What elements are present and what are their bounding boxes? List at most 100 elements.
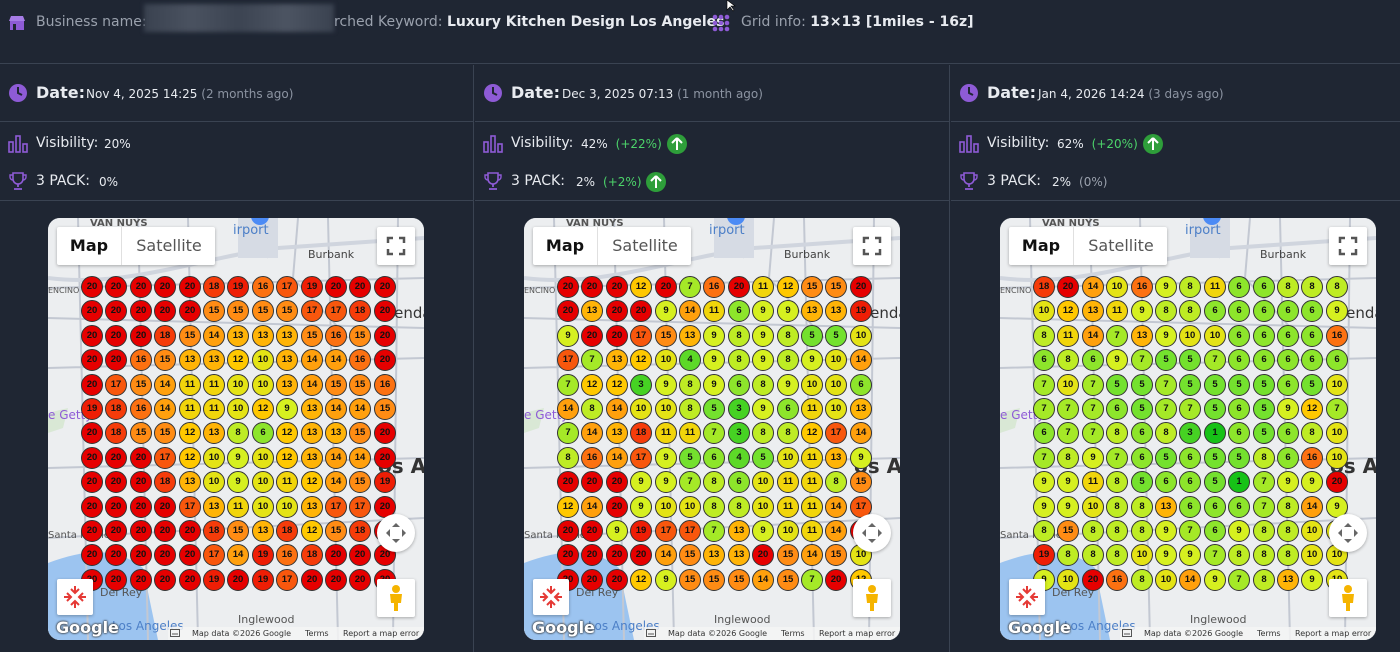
rank-marker[interactable]: 8 [1106,544,1128,566]
rank-marker[interactable]: 10 [1106,276,1128,298]
rank-marker[interactable]: 6 [1228,349,1250,371]
rank-marker[interactable]: 15 [777,544,799,566]
rank-marker[interactable]: 19 [81,398,103,420]
rank-marker[interactable]: 12 [581,374,603,396]
rank-marker[interactable]: 11 [1057,325,1079,347]
fullscreen-button[interactable] [377,227,415,265]
rank-marker[interactable]: 6 [1277,422,1299,444]
rank-marker[interactable]: 7 [1082,422,1104,444]
rank-marker[interactable]: 5 [1131,398,1153,420]
rank-marker[interactable]: 8 [703,471,725,493]
rank-marker[interactable]: 6 [1277,325,1299,347]
rank-marker[interactable]: 12 [301,471,323,493]
rank-marker[interactable]: 14 [1082,325,1104,347]
rank-marker[interactable]: 13 [703,544,725,566]
rank-marker[interactable]: 12 [276,447,298,469]
rank-marker[interactable]: 7 [1179,520,1201,542]
rank-marker[interactable]: 1 [1204,422,1226,444]
rank-marker[interactable]: 18 [154,325,176,347]
rank-marker[interactable]: 16 [374,374,396,396]
rank-marker[interactable]: 10 [752,496,774,518]
rank-marker[interactable]: 20 [105,544,127,566]
report-link[interactable]: Report a map error [1295,629,1372,638]
rank-marker[interactable]: 7 [1155,398,1177,420]
rank-marker[interactable]: 13 [179,349,201,371]
rank-marker[interactable]: 18 [349,520,371,542]
rank-marker[interactable]: 20 [105,471,127,493]
rank-marker[interactable]: 13 [301,422,323,444]
rank-marker[interactable]: 9 [630,496,652,518]
rank-marker[interactable]: 20 [81,374,103,396]
rank-marker[interactable]: 20 [557,300,579,322]
rank-marker[interactable]: 9 [1179,544,1201,566]
rank-marker[interactable]: 15 [655,325,677,347]
rank-marker[interactable]: 6 [252,422,274,444]
recenter-button[interactable] [57,579,93,615]
rank-marker[interactable]: 8 [1131,496,1153,518]
rank-marker[interactable]: 20 [81,349,103,371]
rank-marker[interactable]: 15 [154,422,176,444]
rank-marker[interactable]: 20 [130,276,152,298]
rank-marker[interactable]: 8 [1228,544,1250,566]
rank-marker[interactable]: 13 [606,349,628,371]
rank-marker[interactable]: 13 [825,300,847,322]
rank-marker[interactable]: 9 [850,447,872,469]
rank-marker[interactable]: 9 [1106,349,1128,371]
rank-marker[interactable]: 10 [801,374,823,396]
rank-marker[interactable]: 20 [179,300,201,322]
rank-marker[interactable]: 10 [227,374,249,396]
rank-marker[interactable]: 20 [179,276,201,298]
rank-marker[interactable]: 6 [1179,471,1201,493]
rank-marker[interactable]: 11 [203,398,225,420]
rank-marker[interactable]: 9 [655,569,677,591]
rank-marker[interactable]: 20 [179,520,201,542]
rank-marker[interactable]: 15 [252,300,274,322]
rank-marker[interactable]: 20 [154,276,176,298]
rank-marker[interactable]: 20 [1057,276,1079,298]
rank-marker[interactable]: 15 [179,325,201,347]
rank-grid-map[interactable]: VAN NUYS irport Burbank ENCINO lenda e G… [48,218,424,640]
rank-marker[interactable]: 18 [1033,276,1055,298]
rank-marker[interactable]: 20 [581,471,603,493]
rank-marker[interactable]: 10 [252,471,274,493]
rank-marker[interactable]: 20 [1082,569,1104,591]
rank-marker[interactable]: 17 [825,422,847,444]
rank-marker[interactable]: 13 [850,398,872,420]
rank-marker[interactable]: 7 [1204,349,1226,371]
rank-marker[interactable]: 17 [679,520,701,542]
rank-marker[interactable]: 14 [203,325,225,347]
rank-marker[interactable]: 12 [630,349,652,371]
rank-marker[interactable]: 7 [1204,544,1226,566]
rank-marker[interactable]: 13 [301,398,323,420]
rank-marker[interactable]: 18 [349,300,371,322]
rank-marker[interactable]: 16 [703,276,725,298]
rank-marker[interactable]: 9 [801,349,823,371]
rank-marker[interactable]: 6 [1277,300,1299,322]
rank-marker[interactable]: 9 [606,520,628,542]
rank-marker[interactable]: 19 [374,471,396,493]
tab-satellite[interactable]: Satellite [612,236,678,255]
rank-marker[interactable]: 13 [581,300,603,322]
rank-marker[interactable]: 13 [325,422,347,444]
rank-marker[interactable]: 15 [801,276,823,298]
rank-marker[interactable]: 8 [1033,325,1055,347]
rank-grid-map[interactable]: VAN NUYS irport Burbank ENCINO lenda e G… [1000,218,1376,640]
rank-marker[interactable]: 6 [1277,349,1299,371]
rank-marker[interactable]: 14 [850,422,872,444]
rank-marker[interactable]: 5 [1155,349,1177,371]
rank-marker[interactable]: 8 [1131,520,1153,542]
rank-marker[interactable]: 8 [1253,447,1275,469]
rank-marker[interactable]: 7 [557,422,579,444]
rank-marker[interactable]: 20 [655,276,677,298]
rank-marker[interactable]: 20 [374,325,396,347]
rank-marker[interactable]: 14 [325,447,347,469]
rank-marker[interactable]: 10 [1301,520,1323,542]
rank-marker[interactable]: 14 [325,349,347,371]
rank-marker[interactable]: 13 [276,374,298,396]
rank-marker[interactable]: 7 [1179,398,1201,420]
rank-marker[interactable]: 11 [1082,471,1104,493]
rank-marker[interactable]: 18 [105,422,127,444]
rank-marker[interactable]: 8 [1082,520,1104,542]
rank-marker[interactable]: 16 [252,276,274,298]
rank-marker[interactable]: 20 [374,349,396,371]
